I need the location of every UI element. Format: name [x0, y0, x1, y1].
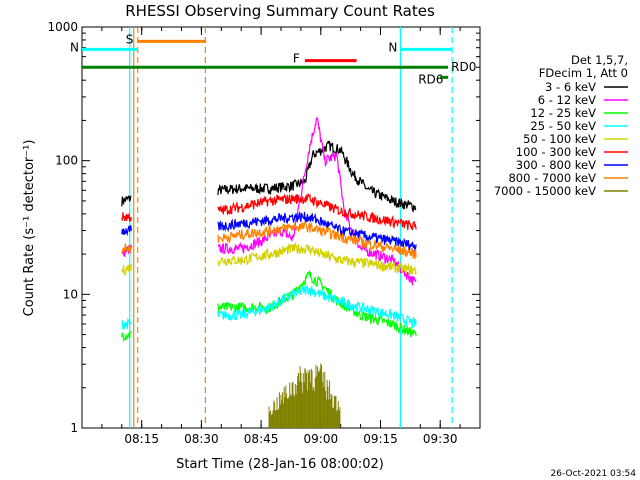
x-tick-label: 08:15 [124, 432, 159, 446]
legend-label: 6 - 12 keV [538, 93, 596, 107]
plot-area: 1 10 100 1000 08:15 08:30 08:45 09:00 09:15 09:30… [47, 20, 481, 446]
series-line-1 [217, 117, 417, 286]
legend-header-1: Det 1,5,7, [571, 53, 628, 67]
flag-label: S [126, 32, 134, 46]
y-tick-label: 10 [63, 287, 78, 301]
legend-label: 12 - 25 keV [530, 106, 596, 120]
chart-title: RHESSI Observing Summary Count Rates [125, 2, 435, 20]
flag-label: RD6 [418, 72, 443, 86]
flag-label: F [293, 52, 300, 66]
y-tick-label: 100 [55, 154, 78, 168]
series-line-4 [217, 241, 417, 277]
legend-label: 800 - 7000 keV [508, 171, 596, 185]
timestamp: 26-Oct-2021 03:54 [551, 469, 637, 479]
series-line-0 [121, 195, 132, 207]
series-line-3 [121, 318, 132, 330]
series-line-2 [121, 330, 132, 343]
legend-label: 7000 - 15000 keV [494, 184, 596, 198]
series-line-7 [217, 221, 417, 260]
series-line-0 [217, 140, 417, 213]
series-line-7 [121, 243, 132, 255]
series-line-6 [217, 211, 417, 252]
series-line-2 [217, 270, 417, 338]
x-tick-label: 08:45 [244, 432, 279, 446]
x-axis-label: Start Time (28-Jan-16 08:00:02) [176, 457, 384, 472]
y-axis-label: Count Rate (s⁻¹ detector⁻¹) [22, 140, 37, 317]
flag-label: N [388, 40, 397, 54]
legend-header-2: FDecim 1, Att 0 [539, 66, 628, 80]
legend-label: 3 - 6 keV [545, 80, 596, 94]
series-8 [268, 363, 341, 428]
y-tick-label: 1 [70, 421, 78, 435]
x-tick-label: 09:15 [363, 432, 398, 446]
x-tick-label: 09:30 [423, 432, 458, 446]
flag-label: N [70, 40, 79, 54]
x-tick-label: 09:00 [304, 432, 339, 446]
x-tick-label: 08:30 [184, 432, 219, 446]
series-line-3 [217, 284, 417, 329]
series-line-5 [121, 212, 132, 223]
series-line-6 [121, 224, 132, 237]
legend-label: 25 - 50 keV [530, 119, 596, 133]
legend-label: 300 - 800 keV [516, 158, 596, 172]
legend-label: 100 - 300 keV [516, 145, 596, 159]
series-line-4 [121, 263, 132, 277]
y-tick-label: 1000 [47, 20, 78, 34]
flag-label: RD0 [451, 60, 476, 74]
series-line-5 [217, 193, 417, 231]
legend-label: 50 - 100 keV [523, 132, 596, 146]
